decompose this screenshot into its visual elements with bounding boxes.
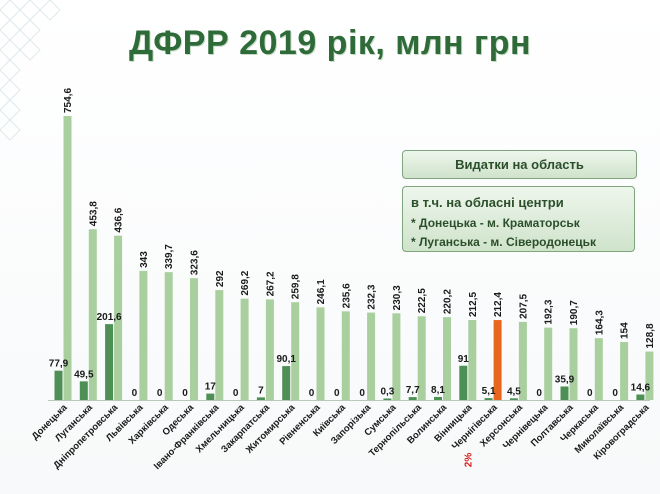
label-center-13: 0,3 — [380, 387, 394, 398]
label-total-1: 453,8 — [88, 201, 99, 226]
bar-total-12 — [367, 312, 376, 400]
label-total-16: 212,5 — [468, 292, 479, 317]
bar-center-17 — [484, 398, 493, 400]
bar-center-23 — [636, 394, 645, 400]
label-center-21: 0 — [587, 388, 593, 399]
label-center-12: 0 — [359, 388, 365, 399]
label-center-4: 0 — [157, 388, 163, 399]
label-center-17: 5,1 — [482, 386, 496, 397]
label-total-23: 128,8 — [645, 323, 656, 348]
bar-total-4 — [164, 272, 173, 400]
label-total-7: 269,2 — [240, 270, 251, 295]
label-total-9: 259,8 — [291, 274, 302, 299]
legend-total-label: Видатки на область — [455, 157, 584, 172]
label-total-8: 267,2 — [265, 271, 276, 296]
decorative-corner-pattern — [0, 0, 60, 141]
label-total-10: 246,1 — [316, 279, 327, 304]
label-center-16: 91 — [458, 354, 470, 365]
label-total-14: 222,5 — [417, 288, 428, 313]
legend-note-donetsk: * Донецька - м. Краматорськ — [411, 216, 580, 230]
legend-regional-centers: в т.ч. на обласні центри * Донецька - м.… — [402, 186, 635, 252]
label-total-22: 154 — [620, 322, 631, 339]
bar-total-23 — [645, 351, 654, 400]
label-total-15: 220,2 — [443, 289, 454, 314]
label-center-8: 7 — [258, 385, 264, 396]
label-center-2: 201,6 — [97, 312, 122, 323]
bar-center-2 — [105, 324, 114, 400]
label-center-1: 49,5 — [74, 369, 94, 380]
label-center-0: 77,9 — [49, 359, 69, 370]
bar-total-2 — [114, 235, 123, 400]
bar-total-14 — [417, 316, 426, 400]
bar-center-0 — [54, 370, 63, 400]
label-total-13: 230,3 — [392, 285, 403, 310]
bar-center-20 — [560, 386, 569, 400]
legend-total-expenditure: Видатки на область — [402, 150, 637, 179]
bar-center-6 — [206, 393, 215, 400]
bar-total-13 — [392, 313, 401, 400]
label-center-5: 0 — [182, 388, 188, 399]
label-center-15: 8,1 — [431, 385, 445, 396]
bar-total-18 — [518, 321, 527, 400]
label-center-23: 14,6 — [631, 383, 651, 394]
label-total-20: 190,7 — [569, 300, 580, 325]
label-center-7: 0 — [233, 388, 239, 399]
label-total-11: 235,6 — [341, 283, 352, 308]
label-total-17: 212,4 — [493, 292, 504, 317]
bar-total-19 — [544, 327, 553, 400]
bar-total-20 — [569, 328, 578, 400]
bar-total-21 — [594, 338, 603, 400]
bar-total-5 — [190, 278, 198, 400]
bar-center-16 — [459, 365, 468, 400]
bar-total-11 — [341, 311, 350, 400]
bar-center-9 — [282, 366, 291, 400]
label-center-6: 17 — [205, 382, 217, 393]
bar-total-16 — [468, 320, 477, 400]
bar-total-7 — [240, 298, 249, 400]
label-center-18: 4,5 — [507, 386, 521, 397]
bar-total-22 — [620, 342, 629, 400]
bar-center-13 — [383, 398, 392, 400]
page-title: ДФРР 2019 рік, млн грн — [129, 24, 531, 62]
bar-total-0 — [63, 116, 72, 400]
bar-center-14 — [408, 397, 417, 400]
bar-center-15 — [434, 396, 442, 400]
bar-total-6 — [215, 290, 224, 400]
bar-total-8 — [265, 299, 274, 400]
label-total-18: 207,5 — [518, 293, 529, 318]
legend-note-luhansk: * Луганська - м. Сіверодонецьк — [411, 235, 596, 249]
label-center-9: 90,1 — [276, 354, 296, 365]
label-total-3: 343 — [139, 251, 150, 268]
label-center-3: 0 — [132, 388, 138, 399]
bar-center-8 — [256, 397, 265, 400]
label-total-4: 339,7 — [164, 244, 175, 269]
bar-total-15 — [443, 317, 451, 400]
label-total-2: 436,6 — [114, 207, 125, 232]
bar-total-3 — [139, 270, 148, 400]
legend-centers-label: в т.ч. на обласні центри — [411, 195, 564, 210]
label-center-10: 0 — [309, 388, 315, 399]
label-center-20: 35,9 — [555, 374, 575, 385]
label-center-19: 0 — [536, 388, 542, 399]
label-total-21: 164,3 — [594, 310, 605, 335]
label-total-12: 232,3 — [367, 284, 378, 309]
label-center-11: 0 — [334, 388, 340, 399]
bar-total-1 — [88, 229, 97, 400]
label-center-22: 0 — [612, 388, 618, 399]
label-total-5: 323,6 — [190, 250, 201, 275]
bar-total-10 — [316, 307, 325, 400]
bar-center-18 — [509, 398, 518, 400]
highlight-annotation: 2% — [464, 453, 475, 468]
label-center-14: 7,7 — [406, 385, 420, 396]
bar-total-17 — [493, 320, 502, 400]
bar-center-1 — [79, 381, 88, 400]
bar-total-9 — [291, 302, 300, 400]
label-total-6: 292 — [215, 270, 226, 287]
label-total-0: 754,6 — [63, 88, 74, 113]
label-total-19: 192,3 — [544, 299, 555, 324]
